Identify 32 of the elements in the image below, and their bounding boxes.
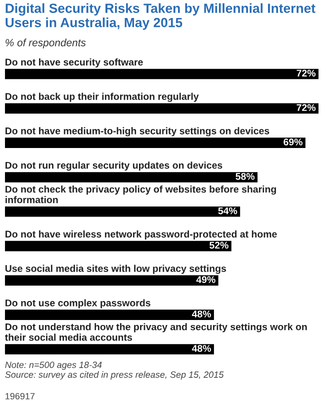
y-tick-label: Do not run regular security updates on devices [6, 162, 222, 171]
source-note: Source: survey as cited in press release, Sep 15, 2015 [5, 371, 224, 380]
data-label: 54% [218, 207, 238, 214]
y-tick-label: Do not understand how the privacy and security settings work on their social media accounts [4, 323, 307, 341]
bar [4, 172, 258, 182]
bar [4, 206, 240, 217]
bar [4, 138, 306, 148]
y-tick-label: Do not have security software [6, 58, 143, 68]
bar [4, 310, 214, 320]
data-label: 58% [236, 172, 255, 180]
y-tick-label: Do not have wireless network password-protected at home [6, 230, 277, 240]
data-label: 69% [284, 138, 302, 146]
y-tick-label: Do not have medium-to-high security settings on devices [6, 127, 270, 136]
y-tick-label: Use social media sites with low privacy settings [5, 264, 226, 274]
data-label: 49% [196, 276, 216, 284]
data-label: 72% [296, 70, 316, 77]
text: Note: n=500 ages 18-34 [5, 362, 102, 370]
bar [4, 344, 214, 354]
data-label: 72% [296, 104, 316, 112]
chart-subtitle: % of respondents [6, 38, 86, 48]
bar [4, 103, 318, 114]
data-label: 48% [192, 344, 211, 352]
bar [4, 68, 318, 80]
text: 196917 [6, 392, 35, 400]
chart-title: Digital Security Risks Taken by Millennial Internet Users in Australia, May 2015 [6, 3, 316, 30]
data-label: 48% [192, 310, 211, 318]
y-tick-label: Do not back up their information regularly [6, 92, 199, 102]
bar [4, 275, 218, 286]
bar [4, 240, 232, 252]
data-label: 52% [210, 242, 228, 249]
y-tick-label: Do not check the privacy policy of websites before sharing information [6, 186, 276, 204]
y-tick-label: Do not use complex passwords [6, 299, 150, 308]
